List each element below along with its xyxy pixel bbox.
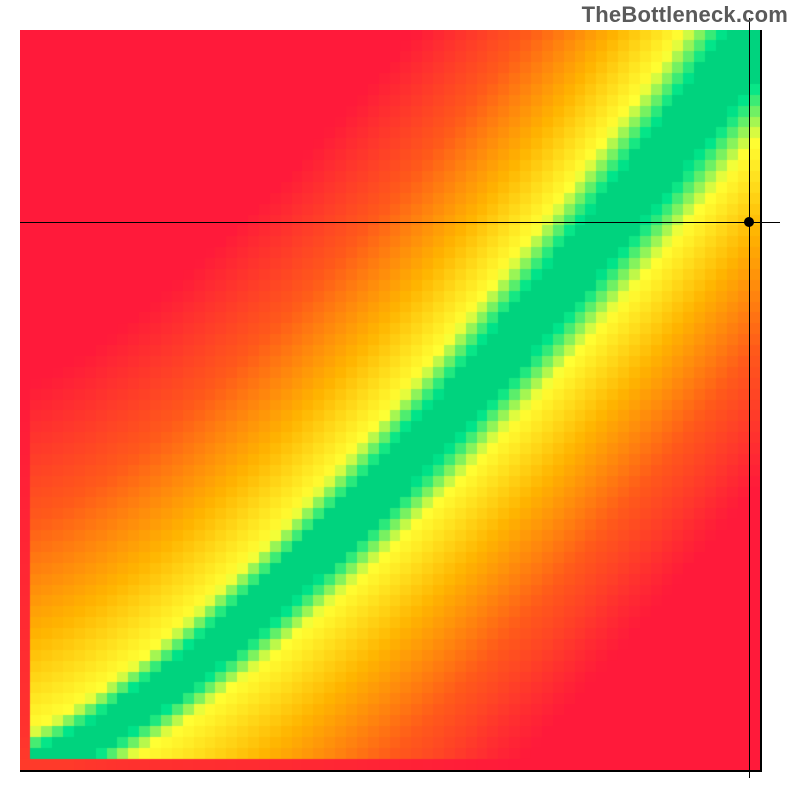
bottleneck-heatmap bbox=[20, 30, 760, 770]
heatmap-canvas bbox=[20, 30, 760, 770]
crosshair-vertical bbox=[749, 18, 750, 778]
x-axis-line bbox=[20, 770, 762, 772]
crosshair-marker bbox=[744, 217, 754, 227]
watermark-text: TheBottleneck.com bbox=[582, 2, 788, 28]
crosshair-horizontal bbox=[20, 222, 780, 223]
y-axis-line bbox=[760, 30, 762, 772]
